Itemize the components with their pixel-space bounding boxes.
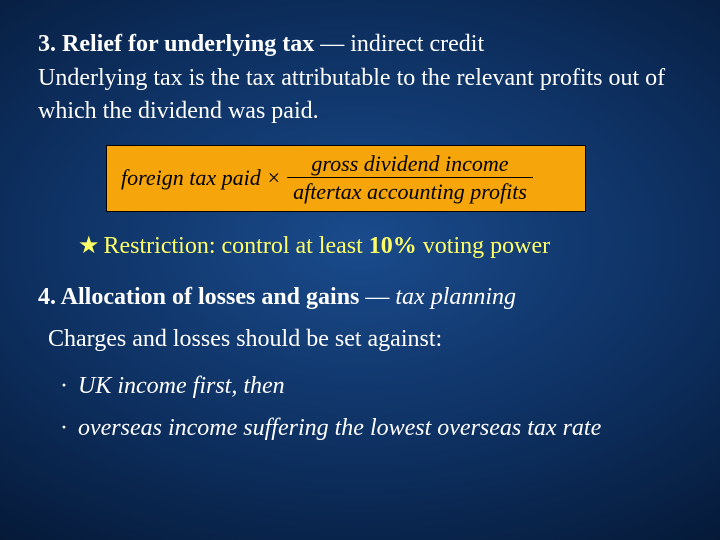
- restriction-line: ★Restriction: control at least 10% votin…: [78, 230, 682, 262]
- formula-left: foreign tax paid ×: [121, 163, 281, 193]
- section4-heading: 4. Allocation of losses and gains — tax …: [38, 281, 682, 313]
- section4-title-bold: 4. Allocation of losses and gains: [38, 284, 359, 310]
- bullet-item: · UK income first, then: [60, 370, 682, 402]
- bullet-text: overseas income suffering the lowest ove…: [78, 415, 601, 441]
- bullet-text: UK income first, then: [78, 373, 285, 399]
- star-icon: ★: [78, 233, 100, 259]
- bullet-item: · overseas income suffering the lowest o…: [60, 412, 682, 444]
- bullet-marker: ·: [60, 373, 68, 399]
- restriction-percent: 10%: [369, 233, 417, 259]
- formula-fraction: gross dividend income aftertax accountin…: [287, 152, 533, 203]
- section4-title-italic: tax planning: [395, 284, 516, 310]
- bullet-marker: ·: [60, 415, 68, 441]
- section3-title-bold: 3. Relief for underlying tax: [38, 31, 314, 57]
- charges-line: Charges and losses should be set against…: [48, 323, 682, 355]
- formula-denominator: aftertax accounting profits: [287, 178, 533, 203]
- restriction-rest: voting power: [417, 233, 550, 259]
- restriction-label: Restriction: control at least: [104, 233, 369, 259]
- section3-title-rest: — indirect credit: [314, 31, 484, 57]
- formula-numerator: gross dividend income: [305, 152, 514, 177]
- section4-title-rest: —: [359, 284, 395, 310]
- section3-body: Underlying tax is the tax attributable t…: [38, 62, 682, 127]
- section3-heading: 3. Relief for underlying tax — indirect …: [38, 28, 682, 60]
- formula-box: foreign tax paid × gross dividend income…: [106, 145, 586, 212]
